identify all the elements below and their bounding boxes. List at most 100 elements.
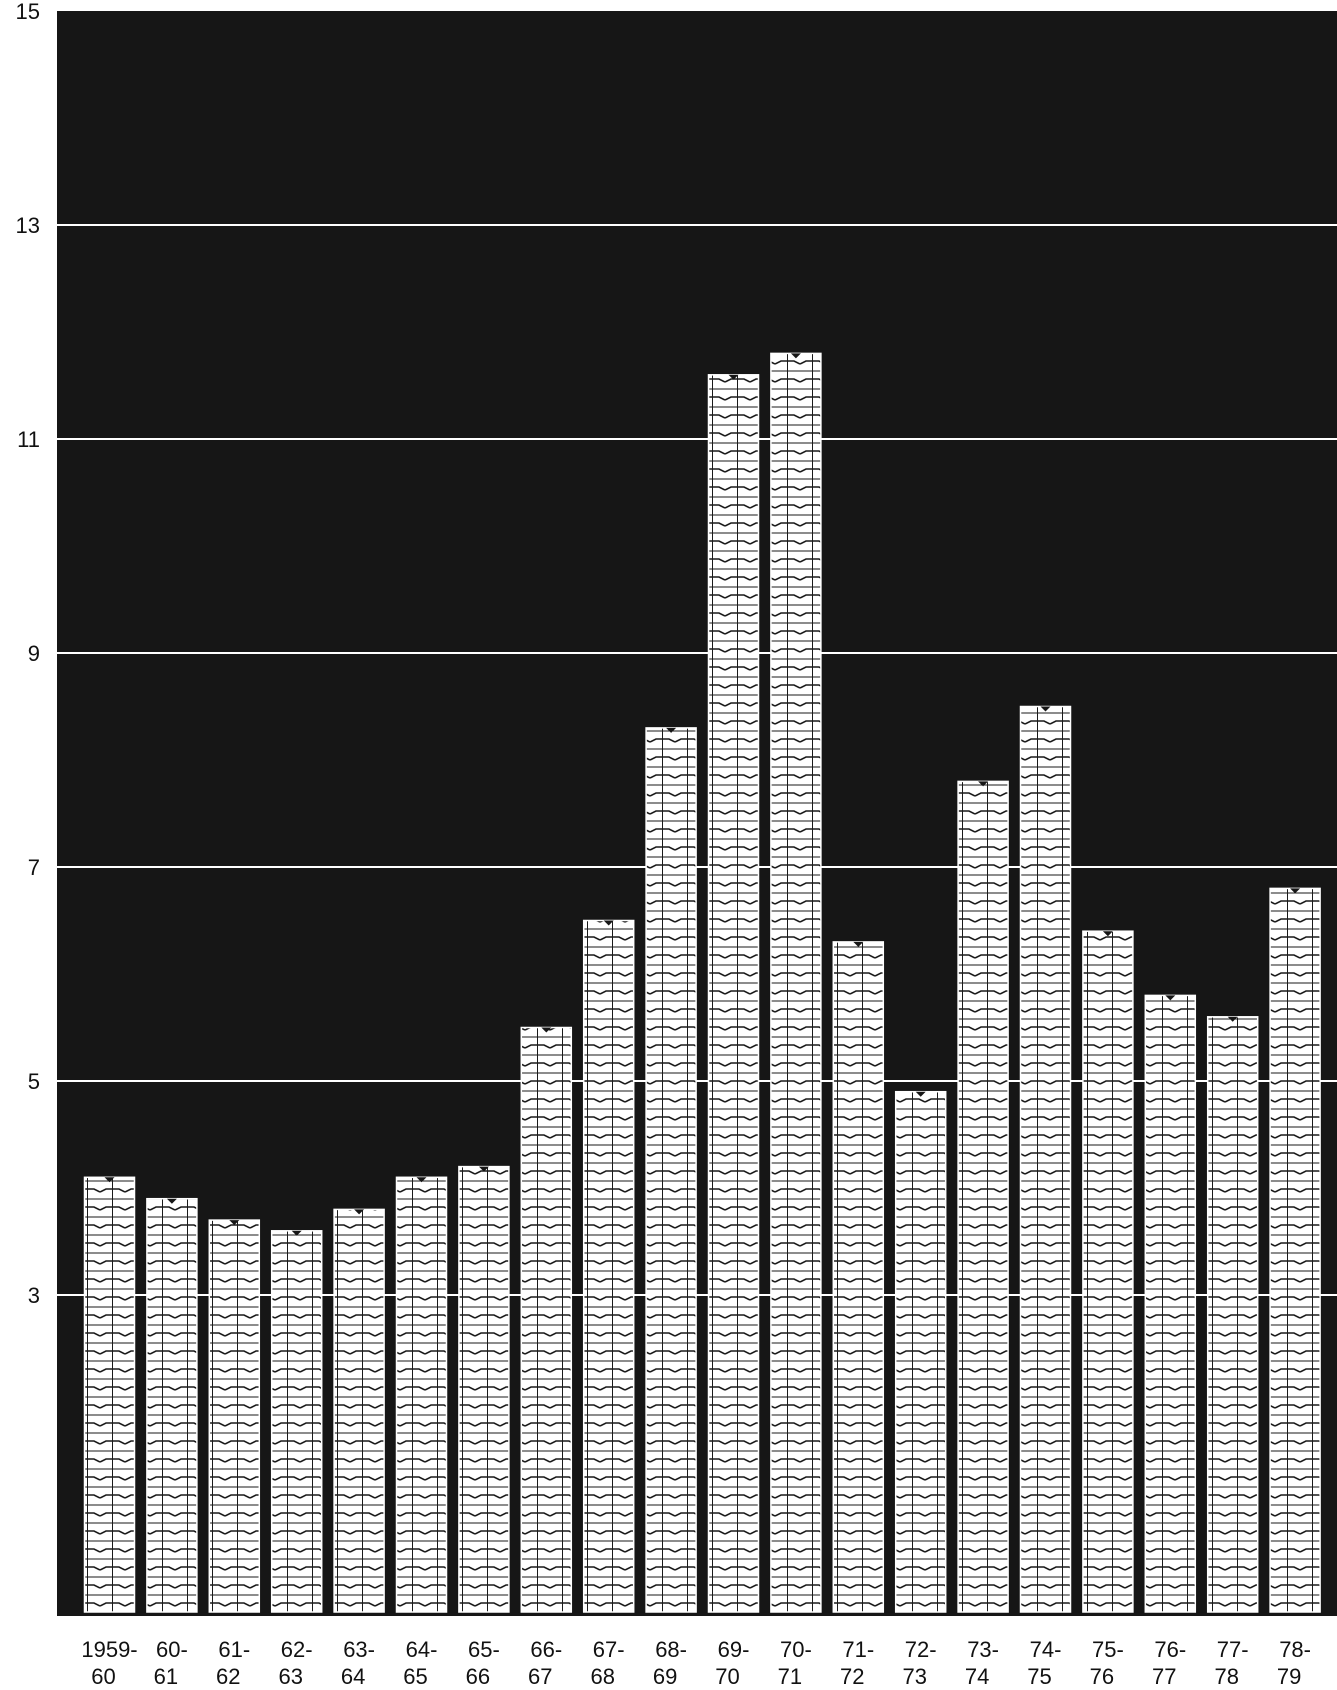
x-tick-label-line: 68 (590, 1664, 614, 1689)
x-tick-label-line: 63- (343, 1637, 375, 1662)
bar-body (1269, 887, 1321, 1613)
x-tick-label-line: 77- (1217, 1637, 1249, 1662)
x-axis-tick-labels: 1959-60 60-61 61-62 62-63 63-64 64-65 65-66 66-… (81, 1637, 1311, 1689)
x-tick-label-line: 75 (1027, 1664, 1051, 1689)
bar-top-notch (1165, 995, 1176, 1001)
bar-73-74 (957, 780, 1009, 1613)
bar-body (894, 1090, 947, 1613)
x-tick-label-line: 60- (156, 1637, 188, 1662)
x-tick-label-line: 69 (653, 1664, 677, 1689)
x-tick-label-77-78: 77-78 (1214, 1637, 1248, 1689)
x-tick-label-line: 77 (1152, 1664, 1176, 1689)
bar-top-notch (166, 1198, 177, 1204)
y-axis-tick-labels: 3 5 7 9 11 13 15 (16, 0, 40, 1308)
x-tick-label-64-65: 64-65 (403, 1637, 437, 1689)
bar-body (208, 1219, 261, 1613)
bar-body (458, 1165, 510, 1613)
bar-74-75 (1019, 705, 1072, 1613)
x-tick-label-line: 78 (1214, 1664, 1238, 1689)
x-tick-label-line: 70- (780, 1637, 812, 1662)
x-tick-label-line: 71- (842, 1637, 874, 1662)
y-tick-label-9: 9 (28, 641, 40, 666)
x-tick-label-line: 79 (1277, 1664, 1301, 1689)
gridlines (57, 224, 1337, 1296)
bar-body (1082, 930, 1134, 1613)
bar-78-79 (1269, 887, 1321, 1613)
bar-top-notch (853, 941, 864, 947)
x-tick-label-line: 61- (218, 1637, 250, 1662)
x-tick-label-line: 73 (902, 1664, 926, 1689)
bar-body (1144, 994, 1197, 1613)
x-tick-label-73-74: 73-74 (965, 1637, 999, 1689)
x-tick-label-line: 64 (341, 1664, 365, 1689)
bar-77-78 (1206, 1016, 1259, 1613)
y-tick-label-13: 13 (16, 213, 40, 238)
y-tick-label-5: 5 (28, 1069, 40, 1094)
x-tick-label-66-67: 66-67 (528, 1637, 562, 1689)
x-tick-label-68-69: 68-69 (653, 1637, 687, 1689)
bar-top-notch (104, 1177, 115, 1183)
x-tick-label-75-76: 75-76 (1090, 1637, 1124, 1689)
bar-body (520, 1026, 573, 1613)
bar-66-67 (520, 1026, 573, 1613)
x-tick-label-78-79: 78-79 (1277, 1637, 1311, 1689)
x-tick-label-line: 73- (967, 1637, 999, 1662)
x-tick-label-line: 62 (216, 1664, 240, 1689)
bar-body (770, 352, 822, 1613)
x-tick-label-line: 69- (718, 1637, 750, 1662)
bar-top-notch (666, 727, 677, 733)
x-tick-label-line: 68- (655, 1637, 687, 1662)
bar-body (270, 1230, 323, 1613)
x-tick-label-line: 65- (468, 1637, 500, 1662)
x-tick-label-62-63: 62-63 (278, 1637, 312, 1689)
bar-top-notch (478, 1166, 489, 1172)
bar-body (707, 374, 760, 1613)
x-tick-label-61-62: 61-62 (216, 1637, 250, 1689)
bar-top-notch (229, 1220, 240, 1226)
x-tick-label-1959-60: 1959-60 (81, 1637, 137, 1689)
bar-body (395, 1176, 448, 1613)
bar-body (957, 780, 1009, 1613)
x-tick-label-74-75: 74-75 (1027, 1637, 1061, 1689)
x-tick-label-line: 62- (281, 1637, 313, 1662)
bar-top-notch (416, 1177, 427, 1183)
x-tick-label-line: 72 (840, 1664, 864, 1689)
x-tick-label-67-68: 67-68 (590, 1637, 624, 1689)
x-tick-label-line: 76- (1154, 1637, 1186, 1662)
x-tick-label-line: 74 (965, 1664, 989, 1689)
bar-body (333, 1208, 385, 1613)
bar-body (1206, 1016, 1259, 1613)
bar-68-69 (645, 727, 697, 1613)
x-tick-label-line: 76 (1090, 1664, 1114, 1689)
x-tick-label-line: 63 (278, 1664, 302, 1689)
bar-top-notch (291, 1230, 302, 1236)
x-tick-label-line: 71 (778, 1664, 802, 1689)
x-tick-label-line: 61 (154, 1664, 178, 1689)
bar-top-notch (1040, 706, 1051, 712)
x-tick-label-line: 70 (715, 1664, 739, 1689)
bar-1959-60 (83, 1176, 136, 1613)
x-tick-label-69-70: 69-70 (715, 1637, 749, 1689)
x-tick-label-line: 1959- (81, 1637, 137, 1662)
bar-top-notch (541, 1027, 552, 1033)
bar-body (645, 727, 697, 1613)
x-tick-label-60-61: 60-61 (154, 1637, 188, 1689)
bars (83, 352, 1321, 1613)
bar-64-65 (395, 1176, 448, 1613)
x-tick-label-line: 75- (1092, 1637, 1124, 1662)
bar-65-66 (458, 1165, 510, 1613)
bar-62-63 (270, 1230, 323, 1613)
x-tick-label-line: 67- (593, 1637, 625, 1662)
x-tick-label-line: 67 (528, 1664, 552, 1689)
bar-top-notch (915, 1091, 926, 1097)
x-tick-label-71-72: 71-72 (840, 1637, 874, 1689)
bar-72-73 (894, 1090, 947, 1613)
x-tick-label-line: 72- (905, 1637, 937, 1662)
bar-75-76 (1082, 930, 1134, 1613)
x-tick-label-line: 66 (466, 1664, 490, 1689)
bar-body (582, 919, 635, 1613)
bar-60-61 (146, 1197, 198, 1613)
y-tick-label-15: 15 (16, 0, 40, 24)
bar-69-70 (707, 374, 760, 1613)
